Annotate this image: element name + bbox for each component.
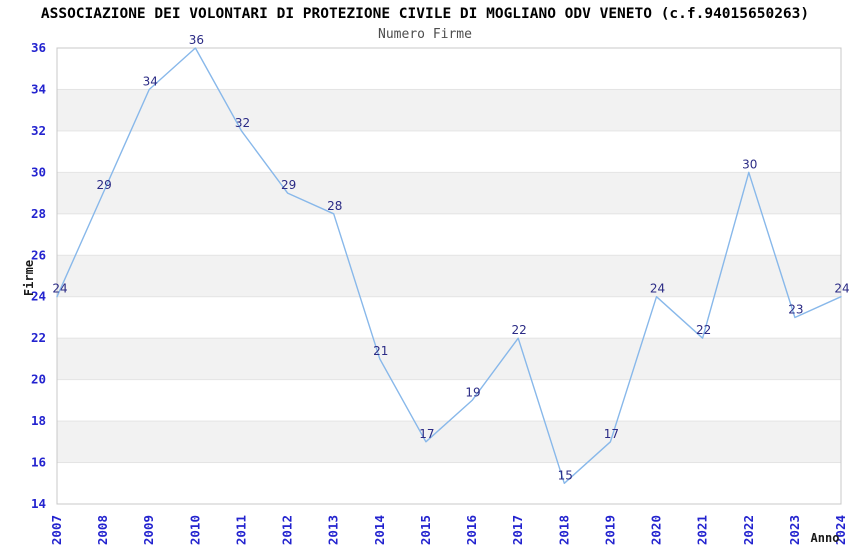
- data-label: 30: [742, 157, 757, 171]
- x-tick-label: 2007: [49, 515, 64, 545]
- data-label: 24: [650, 282, 665, 296]
- x-tick-label: 2014: [372, 515, 387, 545]
- data-label: 29: [281, 178, 296, 192]
- x-tick-label: 2016: [464, 515, 479, 545]
- x-tick-label: 2018: [556, 515, 571, 545]
- x-tick-label: 2010: [187, 515, 202, 545]
- grid-band: [56, 171, 842, 215]
- x-axis-title: Anno: [810, 531, 840, 545]
- data-label: 32: [235, 116, 250, 130]
- data-label: 24: [52, 282, 67, 296]
- y-tick-label: 22: [31, 330, 46, 345]
- y-tick-label: 14: [31, 496, 46, 511]
- plot-frame: [56, 47, 842, 505]
- data-label: 22: [512, 323, 527, 337]
- y-tick-label: 36: [31, 40, 46, 55]
- y-tick-label: 28: [31, 206, 46, 221]
- x-tick-label: 2022: [741, 515, 756, 545]
- y-tick-label: 34: [31, 81, 46, 96]
- chart-title: ASSOCIAZIONE DEI VOLONTARI DI PROTEZIONE…: [40, 6, 810, 22]
- x-tick-label: 2008: [95, 515, 110, 545]
- grid-band: [56, 337, 842, 381]
- data-label: 28: [327, 199, 342, 213]
- x-tick-label: 2020: [649, 515, 664, 545]
- x-tick-label: 2012: [280, 515, 295, 545]
- y-tick-label: 20: [31, 372, 46, 387]
- data-label: 17: [604, 427, 619, 441]
- x-tick-label: 2013: [326, 515, 341, 545]
- data-label: 17: [419, 427, 434, 441]
- data-label: 24: [834, 282, 849, 296]
- data-label: 23: [788, 302, 803, 316]
- y-tick-label: 16: [31, 455, 46, 470]
- grid-band: [56, 254, 842, 298]
- x-tick-label: 2015: [418, 515, 433, 545]
- y-tick-label: 18: [31, 413, 46, 428]
- y-tick-label: 24: [31, 289, 46, 304]
- y-tick-label: 26: [31, 247, 46, 262]
- data-label: 21: [373, 344, 388, 358]
- y-tick-label: 30: [31, 164, 46, 179]
- data-label: 34: [143, 74, 158, 88]
- data-label: 22: [696, 323, 711, 337]
- data-label: 36: [189, 33, 204, 47]
- grid-band: [56, 420, 842, 464]
- x-tick-label: 2021: [695, 515, 710, 545]
- grid-band: [56, 88, 842, 132]
- x-tick-label: 2017: [510, 515, 525, 545]
- x-tick-label: 2011: [233, 515, 248, 545]
- data-label: 19: [465, 385, 480, 399]
- x-tick-label: 2023: [787, 515, 802, 545]
- x-tick-label: 2009: [141, 515, 156, 545]
- chart-subtitle: Numero Firme: [378, 27, 472, 42]
- x-tick-label: 2024: [833, 515, 848, 545]
- x-tick-label: 2019: [602, 515, 617, 545]
- data-label: 15: [558, 468, 573, 482]
- data-line: [56, 47, 842, 484]
- y-tick-label: 32: [31, 123, 46, 138]
- data-label: 29: [96, 178, 111, 192]
